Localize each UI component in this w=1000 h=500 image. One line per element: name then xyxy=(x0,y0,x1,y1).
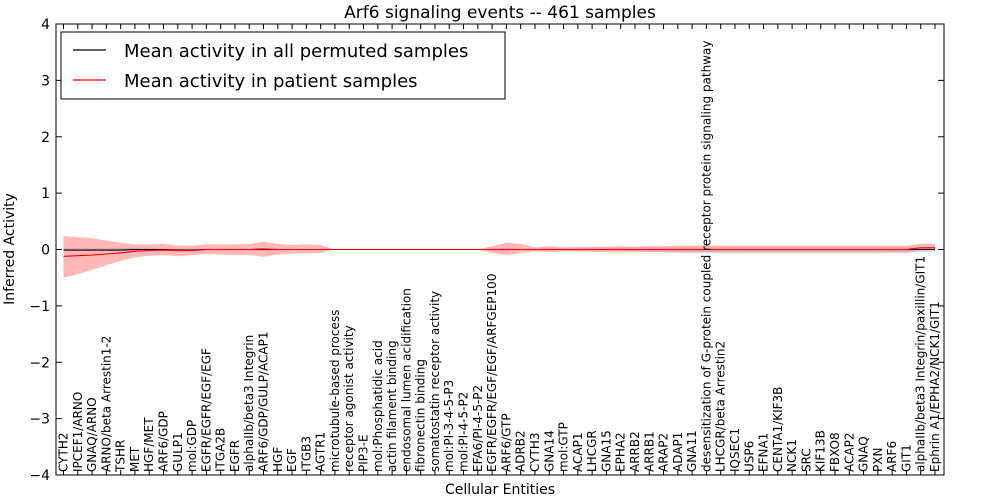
x-tick-label: KIF13B xyxy=(814,430,828,472)
x-tick-label: CYTH2 xyxy=(57,433,71,473)
x-tick-label: ARF6/GTP xyxy=(499,413,513,472)
plot-frame xyxy=(55,23,945,476)
x-tick-label: LHCGR xyxy=(585,430,599,472)
x-tick-label: microtubule-based process xyxy=(328,310,342,472)
x-tick-label: desensitization of G-protein coupled rec… xyxy=(699,41,713,472)
x-tick-label: EGF xyxy=(285,448,299,472)
x-tick-label: ARRB2 xyxy=(628,431,642,472)
x-tick-label: ARRB1 xyxy=(642,431,656,472)
x-tick-label: NCK1 xyxy=(785,439,799,472)
x-tick-label: GNA11 xyxy=(685,430,699,472)
x-tick-label: Ephrin A1/EPHA2/NCK1/GIT1 xyxy=(928,301,942,472)
y-tick-label: 3 xyxy=(41,73,50,89)
x-tick-label: EGFR/EGFR/EGF/EGF xyxy=(199,348,213,472)
legend-label-permuted: Mean activity in all permuted samples xyxy=(124,41,468,62)
x-tick-label: mol:PI-3-4-5-P3 xyxy=(442,380,456,472)
y-tick-label: 2 xyxy=(41,130,50,146)
x-tick-label: receptor agonist activity xyxy=(342,325,356,472)
x-tick-label: FBXO8 xyxy=(828,432,842,472)
x-tick-label: mol:PI-4-5-P2 xyxy=(457,392,471,472)
x-tick-label: ADRB2 xyxy=(514,430,528,472)
x-tick-label: EGFR xyxy=(228,440,242,472)
band-permuted xyxy=(63,247,935,254)
x-tick-label: ACAP2 xyxy=(842,433,856,472)
x-tick-label: GNAQ/ARNO xyxy=(85,397,99,472)
x-tick-label: SRC xyxy=(799,448,813,472)
y-tick-label: 1 xyxy=(41,186,50,202)
x-tick-label: GNA15 xyxy=(599,430,613,472)
x-tick-label: fibronectin binding xyxy=(414,359,428,472)
y-tick-label: −1 xyxy=(29,299,50,315)
y-tick-label: −3 xyxy=(29,412,50,428)
x-tick-label: ADAP1 xyxy=(671,432,685,472)
x-tick-label: mol:Phosphatidic acid xyxy=(371,340,385,472)
x-tick-label: somatostatin receptor activity xyxy=(428,291,442,472)
x-tick-label: ARAP2 xyxy=(657,433,671,472)
series-lines xyxy=(63,247,935,257)
x-tick-label: EPHA2 xyxy=(614,432,628,472)
y-tick-label: −2 xyxy=(29,355,50,371)
legend: Mean activity in all permuted samples Me… xyxy=(60,31,506,100)
x-tick-label: mol:GTP xyxy=(557,422,571,472)
x-tick-label: ARF6 xyxy=(885,441,899,472)
x-tick-label: TSHR xyxy=(114,440,128,473)
x-tick-label: GNA14 xyxy=(542,430,556,472)
x-tick-label: alphaIIb/beta3 Integrin/paxillin/GIT1 xyxy=(914,256,928,472)
x-tick-label: MET xyxy=(128,446,142,472)
x-tick-label: EFNA1 xyxy=(757,433,771,472)
confidence-bands xyxy=(63,236,935,278)
x-tick-label: ARF6/GDP xyxy=(157,411,171,472)
y-tick-label: 4 xyxy=(41,17,50,33)
x-tick-label: ARNO/beta Arrestin1-2 xyxy=(99,336,113,472)
x-tick-label: PXN xyxy=(871,448,885,472)
chart-title: Arf6 signaling events -- 461 samples xyxy=(344,3,656,23)
x-tick-label: ACAP1 xyxy=(571,433,585,472)
line-patient xyxy=(63,247,935,257)
x-tick-label: IPCEF1/ARNO xyxy=(71,392,85,472)
x-tick-label: EGFR/EGFR/EGF/EGF/ARFGEP100 xyxy=(485,274,499,472)
x-tick-label: ITGA2B xyxy=(214,428,228,472)
legend-label-patient: Mean activity in patient samples xyxy=(124,71,418,92)
x-tick-label: GNAQ xyxy=(857,436,871,472)
x-tick-label: endosomal lumen acidification xyxy=(399,288,413,472)
x-tick-label: GULP1 xyxy=(171,432,185,472)
x-tick-label: ITGB3 xyxy=(299,436,313,472)
x-tick-label: PIP3-E xyxy=(357,434,371,472)
x-tick-label: IQSEC1 xyxy=(728,428,742,472)
x-tick-label: HGF xyxy=(271,447,285,472)
x-axis: CYTH2 IPCEF1/ARNO GNAQ/ARNO ARNO/beta Arres… xyxy=(57,24,942,475)
x-tick-label: AGTR1 xyxy=(314,432,328,472)
x-tick-label: ARF6/GDP/GULP/ACAP1 xyxy=(257,332,271,472)
x-tick-label: alphaIIb/beta3 Integrin xyxy=(242,335,256,472)
y-tick-label: 0 xyxy=(41,243,50,259)
x-tick-label: CYTH3 xyxy=(528,433,542,473)
x-axis-label: Cellular Entities xyxy=(445,482,555,498)
legend-box xyxy=(60,31,506,100)
y-tick-label: −4 xyxy=(29,468,50,484)
x-tick-label: GIT1 xyxy=(899,444,913,472)
x-tick-label: EFA6/PI-4-5-P2 xyxy=(471,385,485,472)
x-tick-label: mol:GDP xyxy=(185,420,199,472)
x-tick-label: actin filament binding xyxy=(385,340,399,472)
x-tick-label: LHCGR/beta Arrestin2 xyxy=(714,341,728,472)
y-axis-label: Inferred Activity xyxy=(2,193,18,305)
band-patient xyxy=(63,236,935,278)
x-tick-label: CENTA1/KIF3B xyxy=(771,387,785,472)
x-tick-label: HGF/MET xyxy=(142,417,156,472)
y-axis: −4 −3 −2 −1 0 1 2 3 4 xyxy=(29,17,944,484)
x-tick-label: USP6 xyxy=(742,441,756,472)
